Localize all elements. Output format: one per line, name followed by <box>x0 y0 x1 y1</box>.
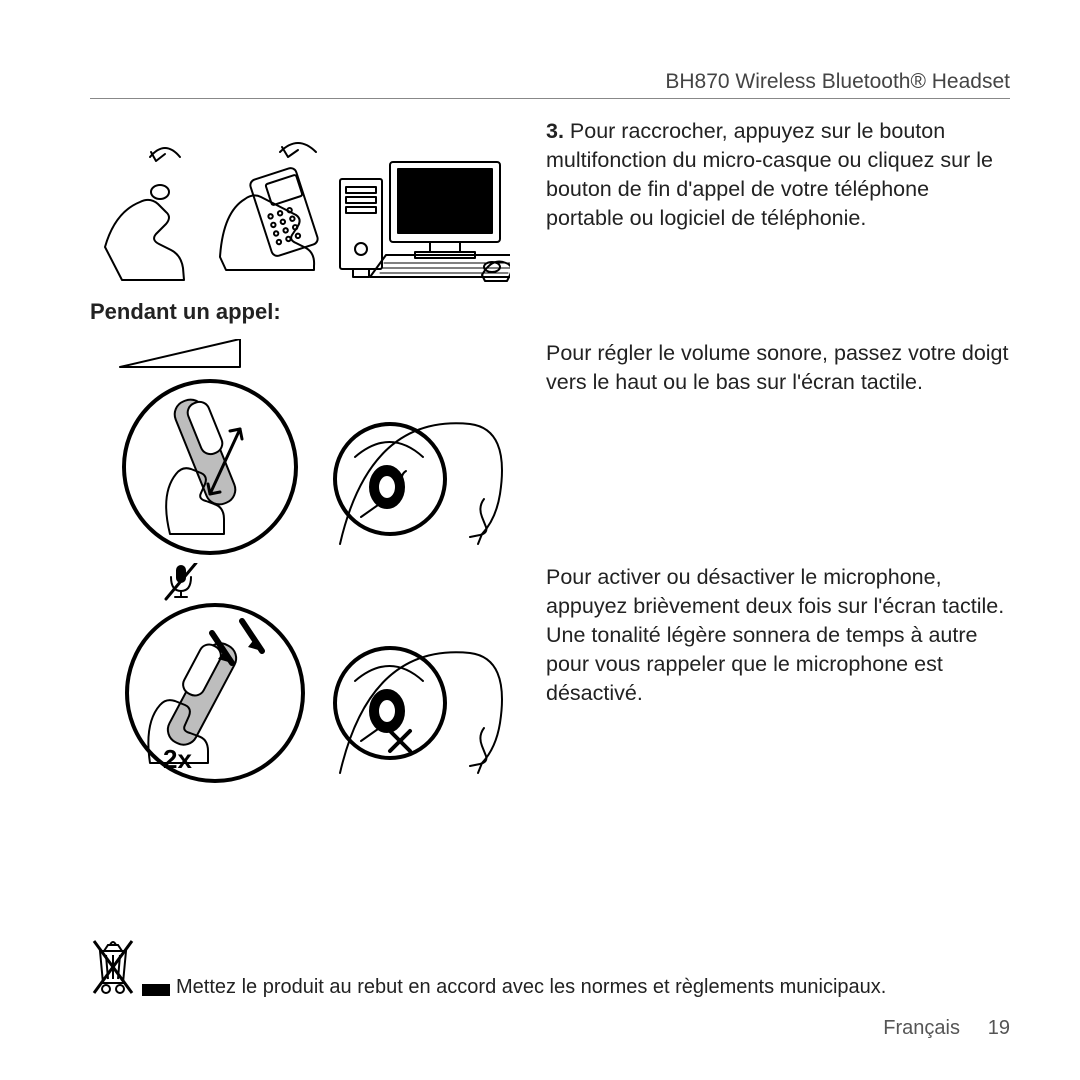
step-3-number: 3. <box>546 119 564 143</box>
black-bar-icon <box>142 984 170 996</box>
tap-count-label: 2x <box>163 744 192 774</box>
volume-row: Pour régler le volume sonore, passez vot… <box>90 339 1010 559</box>
mute-text: Pour activer ou désactiver le microphone… <box>546 563 1010 793</box>
step-3-text: 3. Pour raccrocher, appuyez sur le bouto… <box>546 117 1010 287</box>
step-3-row: 3. Pour raccrocher, appuyez sur le bouto… <box>90 117 1010 287</box>
section-heading-pendant: Pendant un appel: <box>90 299 1010 325</box>
page-footer: Français 19 <box>90 1017 1010 1040</box>
disposal-line: Mettez le produit au rebut en accord ave… <box>90 937 1010 999</box>
disposal-text: Mettez le produit au rebut en accord ave… <box>176 976 886 999</box>
weee-icon <box>90 937 136 999</box>
illustration-mute: 2x <box>90 563 510 793</box>
volume-text: Pour régler le volume sonore, passez vot… <box>546 339 1010 559</box>
mute-row: 2x <box>90 563 1010 793</box>
header-title: BH870 Wireless Bluetooth® Headset <box>90 70 1010 99</box>
step-3-body: Pour raccrocher, appuyez sur le bouton m… <box>546 119 993 230</box>
footer-page-number: 19 <box>988 1017 1010 1039</box>
illustration-hangup <box>90 117 510 287</box>
footer-language: Français <box>883 1017 960 1039</box>
illustration-volume <box>90 339 510 559</box>
